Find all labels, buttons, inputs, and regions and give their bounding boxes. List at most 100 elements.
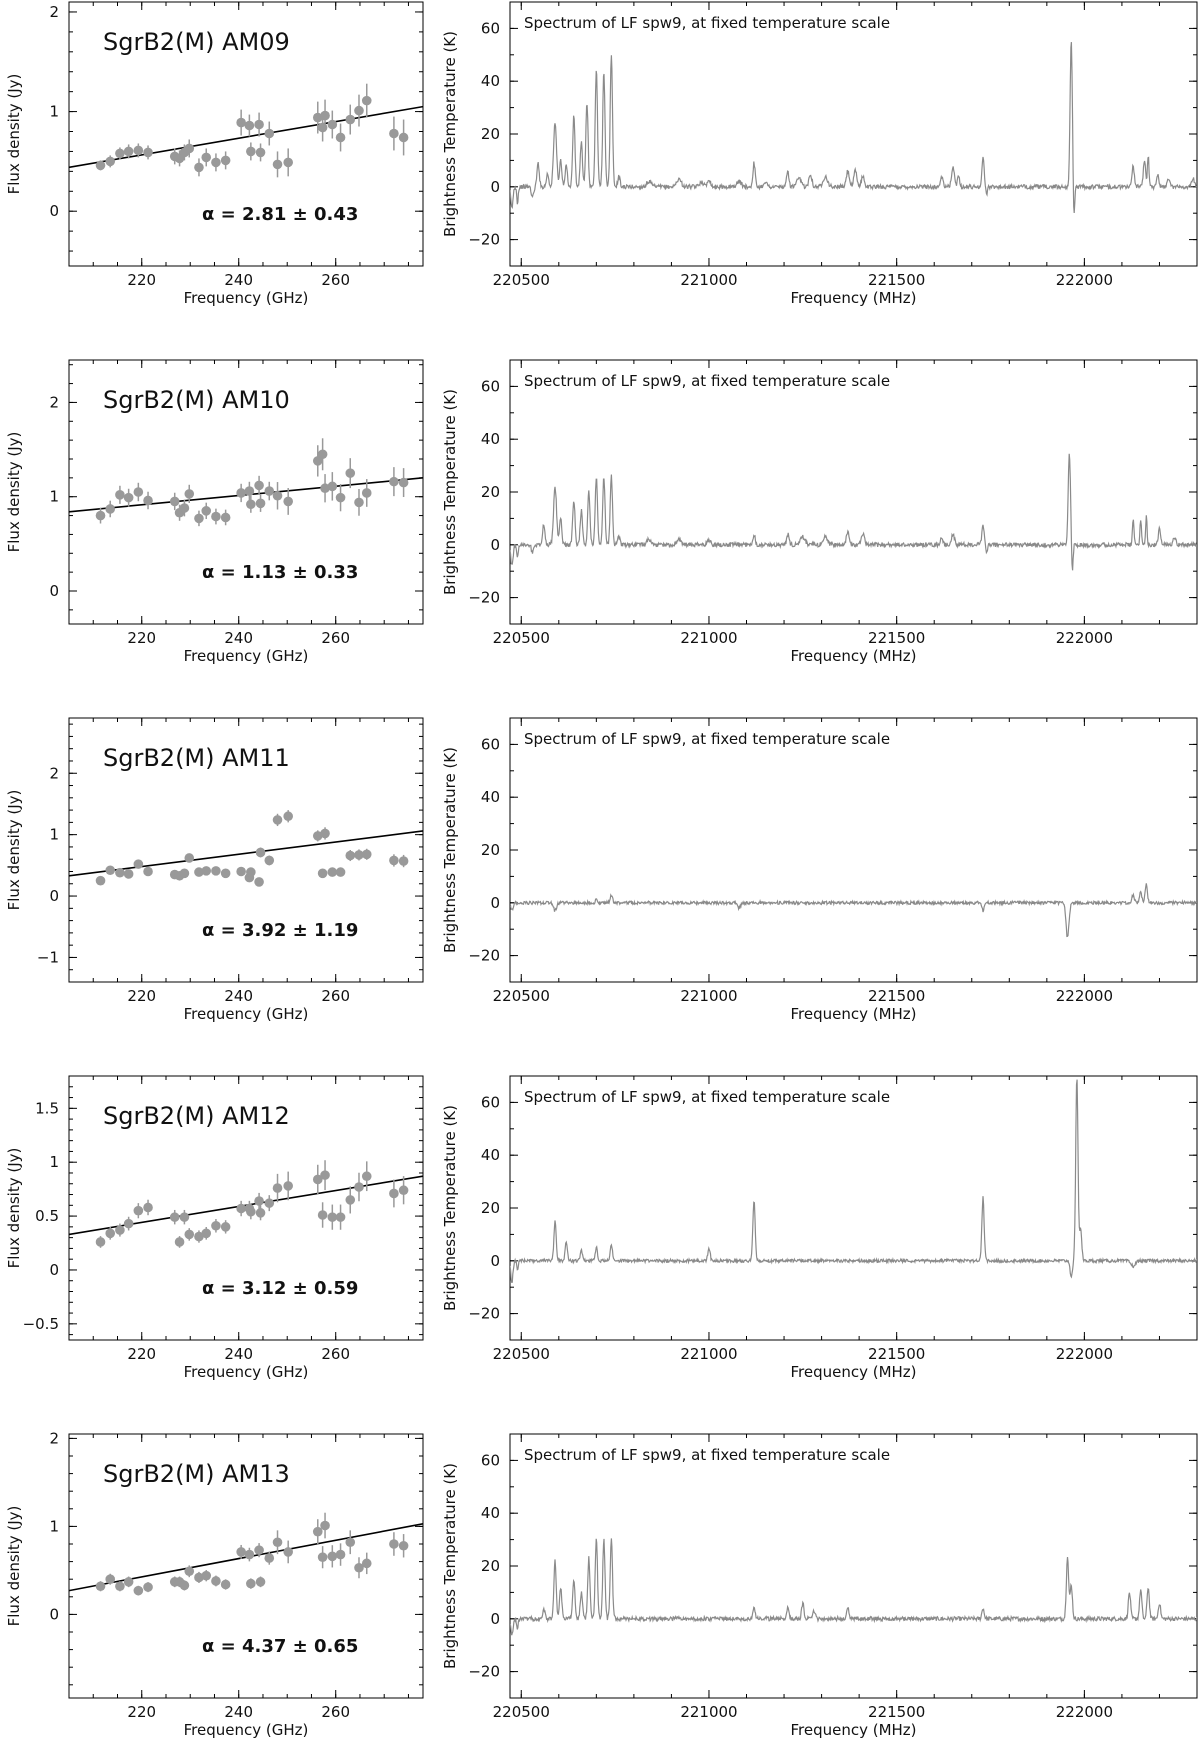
- y-tick-label: 1: [49, 1517, 59, 1535]
- data-point: [105, 865, 116, 876]
- y-tick-label: 1: [49, 1153, 59, 1171]
- data-point: [211, 1220, 221, 1231]
- spectrum-line: [510, 1079, 1197, 1283]
- data-point: [320, 1170, 330, 1180]
- data-point: [335, 1212, 346, 1222]
- plot-frame: [68, 717, 424, 983]
- data-point: [354, 1182, 364, 1192]
- data-point: [236, 1203, 246, 1214]
- data-point: [105, 1574, 116, 1584]
- y-tick-label: 40: [481, 72, 500, 90]
- y-tick-label: 2: [49, 3, 59, 21]
- data-point: [264, 1198, 275, 1208]
- x-tick-label: 221000: [680, 1703, 737, 1721]
- data-point: [254, 480, 264, 491]
- y-tick-label: 0: [49, 1605, 59, 1623]
- data-point: [179, 868, 190, 879]
- data-point: [143, 495, 153, 506]
- x-tick-label: 240: [224, 1345, 253, 1363]
- source-title: SgrB2(M) AM09: [103, 28, 290, 56]
- spectrum-panel: 220500 221000 221500 222000 −20 0 20 40 60 Freque…: [441, 1, 1198, 307]
- spectrum-title: Spectrum of LF spw9, at fixed temperatur…: [524, 14, 890, 32]
- data-point: [272, 159, 283, 170]
- data-point: [361, 488, 372, 498]
- data-point: [264, 128, 275, 139]
- data-point: [115, 490, 125, 500]
- x-tick-label: 221000: [680, 271, 737, 289]
- data-point: [255, 1208, 266, 1218]
- data-point: [105, 504, 116, 514]
- data-point: [194, 1231, 204, 1242]
- y-tick-label: 0: [49, 1261, 59, 1279]
- y-tick-label: −20: [468, 589, 500, 607]
- data-point: [133, 145, 144, 156]
- x-axis-label: Frequency (GHz): [184, 289, 309, 307]
- data-point: [105, 156, 116, 167]
- data-point: [398, 1185, 409, 1196]
- spectrum-data: [510, 1538, 1197, 1636]
- x-tick-label: 221500: [868, 1345, 925, 1363]
- spectral-index-label: α = 4.37 ± 0.65: [202, 1636, 358, 1657]
- data-point: [283, 1181, 293, 1191]
- plot-frame: [509, 359, 1198, 625]
- data-point: [133, 487, 144, 497]
- data-point: [354, 850, 364, 860]
- x-tick-label: 220500: [493, 271, 550, 289]
- data-point: [143, 1202, 153, 1213]
- x-tick-label: 260: [321, 987, 350, 1005]
- y-axis-label: Flux density (Jy): [5, 1148, 23, 1269]
- data-point: [354, 497, 364, 508]
- data-point: [201, 1570, 212, 1581]
- y-axis-label: Flux density (Jy): [5, 74, 23, 195]
- y-tick-label: 60: [481, 19, 500, 37]
- data-point: [236, 1547, 246, 1557]
- data-point: [254, 877, 264, 887]
- x-tick-label: 222000: [1056, 1345, 1113, 1363]
- y-tick-label: 1.5: [35, 1099, 59, 1117]
- x-tick-label: 222000: [1056, 1703, 1113, 1721]
- y-tick-label: 0.5: [35, 1207, 59, 1225]
- y-tick-label: 2: [49, 393, 59, 411]
- data-point: [398, 477, 409, 488]
- y-tick-label: 40: [481, 430, 500, 448]
- data-point: [354, 105, 364, 116]
- data-point: [272, 1537, 283, 1548]
- spectrum-panel: 220500 221000 221500 222000 −20 0 20 40 60 Freque…: [441, 1433, 1198, 1739]
- sed-panel: 220 240 260 0 1 2 Frequency (GHz) Flux density …: [5, 359, 424, 665]
- data-point: [389, 476, 399, 487]
- data-point: [361, 1171, 372, 1182]
- x-axis-label: Frequency (MHz): [790, 1005, 916, 1023]
- y-tick-label: 20: [481, 841, 500, 859]
- data-point: [169, 496, 180, 507]
- data-point: [123, 1218, 134, 1229]
- x-tick-label: 240: [224, 271, 253, 289]
- x-tick-label: 220500: [493, 629, 550, 647]
- data-point: [211, 1576, 221, 1586]
- data-point: [143, 866, 153, 877]
- data-point: [184, 489, 195, 499]
- data-point: [255, 847, 266, 858]
- y-axis-label: Flux density (Jy): [5, 1506, 23, 1627]
- data-point: [272, 490, 283, 501]
- plot-frame: [68, 1075, 424, 1341]
- data-point: [255, 1577, 266, 1587]
- data-point: [123, 492, 134, 503]
- x-tick-label: 220: [127, 271, 156, 289]
- data-point: [95, 1237, 106, 1247]
- data-point: [255, 147, 266, 158]
- data-point: [184, 1566, 195, 1577]
- source-title: SgrB2(M) AM11: [103, 744, 290, 772]
- data-point: [335, 492, 346, 503]
- data-point: [389, 855, 399, 866]
- x-tick-label: 220500: [493, 1703, 550, 1721]
- data-point: [283, 496, 293, 507]
- data-point: [244, 486, 255, 496]
- data-point: [179, 1212, 190, 1222]
- spectrum-line: [510, 453, 1197, 571]
- spectrum-panel: 220500 221000 221500 222000 −20 0 20 40 60 Freque…: [441, 359, 1198, 665]
- y-tick-label: 0: [49, 202, 59, 220]
- data-point: [143, 147, 153, 158]
- data-point: [327, 867, 338, 877]
- x-tick-label: 260: [321, 1345, 350, 1363]
- plot-frame: [68, 1, 424, 267]
